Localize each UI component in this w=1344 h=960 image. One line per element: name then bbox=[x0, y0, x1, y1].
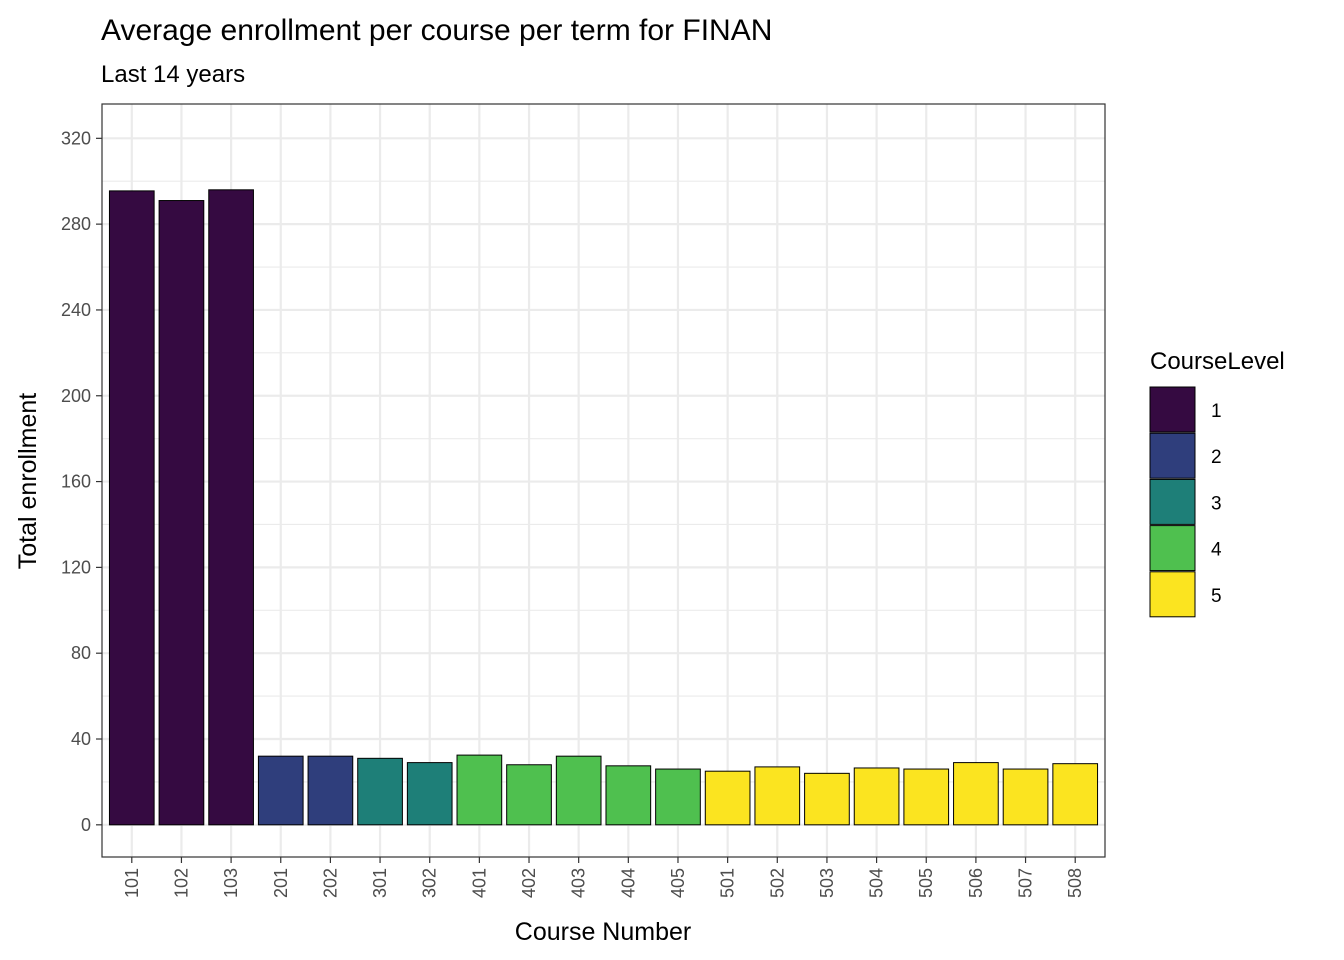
bar-301 bbox=[357, 757, 403, 826]
bar-103 bbox=[208, 189, 254, 826]
y-axis: 0 40 80 120 160 200 240 280 320 bbox=[61, 128, 102, 835]
legend-key-2 bbox=[1149, 432, 1196, 479]
x-tick-label: 101 bbox=[122, 868, 142, 898]
y-tick-label: 200 bbox=[61, 386, 91, 406]
bar-506 bbox=[953, 762, 999, 826]
bar-502 bbox=[754, 766, 801, 826]
bar-402 bbox=[506, 764, 552, 826]
bar-302 bbox=[406, 762, 453, 826]
x-axis: 101 102 103 201 202 301 302 401 402 403 404 405 501 5… bbox=[122, 857, 1085, 898]
x-tick-label: 503 bbox=[817, 868, 837, 898]
x-tick-label: 502 bbox=[767, 868, 787, 898]
legend-label-2: 2 bbox=[1211, 447, 1222, 468]
x-tick-label: 302 bbox=[420, 868, 440, 898]
legend-label-1: 1 bbox=[1211, 401, 1222, 422]
bar-508 bbox=[1052, 763, 1099, 826]
bar-102 bbox=[158, 200, 205, 826]
x-axis-title: Course Number bbox=[515, 918, 691, 946]
y-tick-label: 0 bbox=[81, 815, 91, 835]
x-tick-label: 405 bbox=[668, 868, 688, 898]
legend-key-3 bbox=[1149, 478, 1196, 525]
bar-202 bbox=[307, 755, 354, 826]
plot-border bbox=[101, 103, 1106, 858]
x-tick-label: 506 bbox=[966, 868, 986, 898]
legend-label-5: 5 bbox=[1211, 586, 1222, 607]
legend-label-4: 4 bbox=[1211, 540, 1222, 561]
x-tick-label: 504 bbox=[867, 868, 887, 898]
chart-title: Average enrollment per course per term f… bbox=[101, 14, 772, 47]
x-tick-label: 202 bbox=[320, 868, 340, 898]
legend: CourseLevel 1 2 3 4 5 bbox=[1149, 348, 1285, 618]
x-tick-label: 102 bbox=[171, 868, 191, 898]
y-tick-label: 160 bbox=[61, 472, 91, 492]
y-tick-label: 40 bbox=[71, 729, 91, 749]
x-tick-label: 401 bbox=[469, 868, 489, 898]
legend-key-5 bbox=[1149, 571, 1196, 618]
bar-404 bbox=[605, 765, 652, 826]
bars bbox=[108, 189, 1099, 826]
x-tick-label: 404 bbox=[618, 868, 638, 898]
bar-505 bbox=[903, 768, 950, 826]
y-tick-label: 320 bbox=[61, 128, 91, 148]
bar-507 bbox=[1002, 768, 1049, 826]
x-tick-label: 505 bbox=[916, 868, 936, 898]
x-tick-label: 301 bbox=[370, 868, 390, 898]
legend-entries: 1 2 3 4 5 bbox=[1149, 386, 1222, 618]
x-tick-label: 403 bbox=[569, 868, 589, 898]
y-axis-title: Total enrollment bbox=[14, 393, 42, 570]
x-tick-label: 402 bbox=[519, 868, 539, 898]
bar-403 bbox=[555, 755, 602, 826]
bar-401 bbox=[456, 754, 503, 826]
bar-504 bbox=[853, 767, 900, 826]
legend-label-3: 3 bbox=[1211, 493, 1222, 514]
y-tick-label: 280 bbox=[61, 214, 91, 234]
legend-title: CourseLevel bbox=[1150, 348, 1285, 375]
x-tick-label: 103 bbox=[221, 868, 241, 898]
bar-405 bbox=[655, 768, 701, 826]
bar-503 bbox=[804, 772, 850, 826]
y-tick-label: 240 bbox=[61, 300, 91, 320]
x-tick-label: 507 bbox=[1016, 868, 1036, 898]
legend-key-4 bbox=[1149, 525, 1196, 572]
x-tick-label: 508 bbox=[1065, 868, 1085, 898]
legend-key-1 bbox=[1149, 386, 1196, 433]
bar-501 bbox=[704, 770, 751, 826]
chart-subtitle: Last 14 years bbox=[101, 61, 245, 88]
y-tick-label: 120 bbox=[61, 557, 91, 577]
bar-201 bbox=[257, 755, 304, 826]
x-tick-label: 501 bbox=[718, 868, 738, 898]
x-tick-label: 201 bbox=[271, 868, 291, 898]
bar-101 bbox=[108, 190, 155, 826]
y-tick-label: 80 bbox=[71, 643, 91, 663]
